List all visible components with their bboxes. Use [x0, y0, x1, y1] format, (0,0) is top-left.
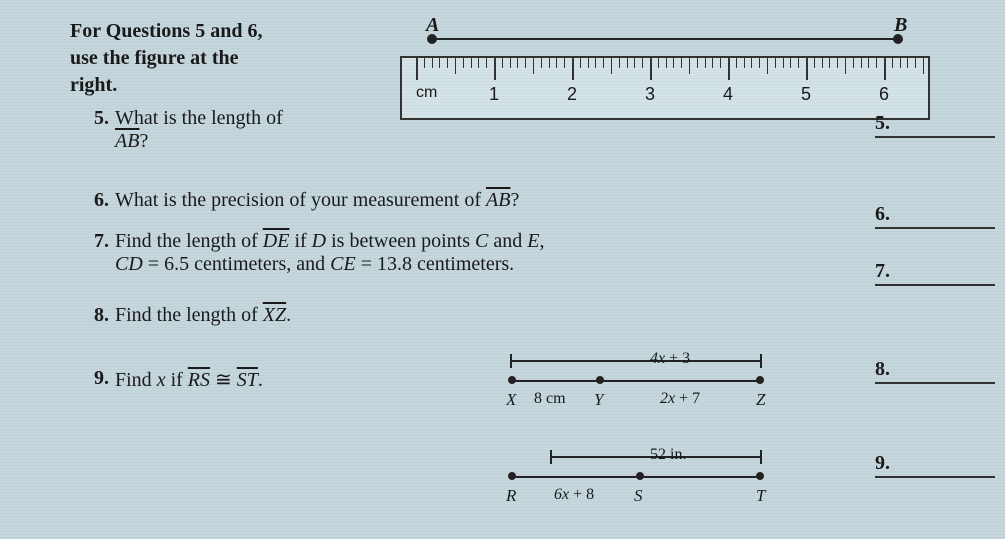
instructions-header: For Questions 5 and 6, use the figure at…: [70, 18, 330, 99]
q8-seg: XZ: [263, 304, 286, 326]
segment-ab: A B: [416, 20, 916, 54]
q9-c: .: [258, 369, 263, 391]
ans5-label: 5.: [875, 112, 890, 134]
q5-number: 5.: [94, 107, 109, 130]
ruler-tick-label: 3: [645, 84, 655, 105]
ans6-label: 6.: [875, 203, 890, 225]
q8-Z: Z: [756, 390, 765, 410]
q9-x: x: [157, 369, 166, 391]
ans8-label: 8.: [875, 358, 890, 380]
line-ab: [432, 38, 898, 40]
figure-rst: 52 in. R 6x + 8 S T: [510, 448, 780, 506]
ruler-tick-label: 6: [879, 84, 889, 105]
q9-rs-label: 6x + 8: [554, 486, 594, 504]
q6-text-b: ?: [510, 189, 519, 211]
ruler-tick-label: 2: [567, 84, 577, 105]
q8-a: Find the length of: [115, 304, 263, 326]
q6-number: 6.: [94, 189, 109, 212]
ruler-tick-label: 5: [801, 84, 811, 105]
q7-number: 7.: [94, 230, 109, 253]
q7-seg: DE: [263, 230, 290, 252]
q9-S: S: [634, 486, 643, 506]
q9-rs: RS: [188, 369, 210, 391]
q7-E: E: [527, 230, 539, 252]
q7-b: if: [289, 230, 311, 252]
q8-top-label: 4x + 3: [650, 350, 690, 368]
q7-D: D: [312, 230, 326, 252]
q8-Y: Y: [594, 390, 603, 410]
ruler-ticks: 123456: [402, 58, 928, 82]
q7-c: is between points: [326, 230, 475, 252]
q7-a: Find the length of: [115, 230, 263, 252]
q8-yz: 2x + 7: [660, 390, 700, 408]
q9-number: 9.: [94, 367, 109, 390]
q6-text: What is the precision of your measuremen…: [115, 189, 755, 212]
q9-top-label: 52 in.: [650, 446, 686, 464]
q9-st: ST: [237, 369, 258, 391]
q5-text-a: What is the length of: [115, 107, 283, 129]
q9-cong: ≅: [210, 369, 237, 391]
header-line1: For Questions 5 and 6,: [70, 20, 262, 42]
point-b: [893, 34, 903, 44]
q8-number: 8.: [94, 304, 109, 327]
q7-d: and: [488, 230, 527, 252]
q7-l2b: = 6.5 centimeters, and: [143, 253, 330, 275]
q9-b: if: [166, 369, 188, 391]
figure-xz: 4x + 3 X 8 cm Y 2x + 7 Z: [510, 352, 780, 410]
q7-text: Find the length of DE if D is between po…: [115, 230, 755, 276]
figure-ab-ruler: A B 123456 cm: [400, 20, 940, 120]
q9-a: Find: [115, 369, 157, 391]
ruler-unit-label: cm: [416, 84, 437, 102]
ruler-tick-label: 4: [723, 84, 733, 105]
q5-text-b: ?: [139, 130, 148, 152]
q7-cd: CD: [115, 253, 143, 275]
q7-ce: CE: [330, 253, 356, 275]
q9-T: T: [756, 486, 765, 506]
q5-seg: AB: [115, 130, 139, 152]
q6-seg: AB: [486, 189, 510, 211]
q7-C: C: [475, 230, 488, 252]
header-line2: use the figure at the: [70, 47, 239, 69]
point-a: [427, 34, 437, 44]
q6-text-a: What is the precision of your measuremen…: [115, 189, 486, 211]
q8-b: .: [286, 304, 291, 326]
q9-R: R: [506, 486, 516, 506]
ruler-tick-label: 1: [489, 84, 499, 105]
ruler: 123456 cm: [400, 56, 930, 120]
ans7-label: 7.: [875, 260, 890, 282]
header-line3: right.: [70, 74, 117, 96]
q7-l2d: = 13.8 centimeters.: [356, 253, 514, 275]
ans9-label: 9.: [875, 452, 890, 474]
q8-X: X: [506, 390, 516, 410]
q8-xy: 8 cm: [534, 390, 566, 408]
q8-text: Find the length of XZ.: [115, 304, 635, 327]
q7-e: ,: [539, 230, 544, 252]
